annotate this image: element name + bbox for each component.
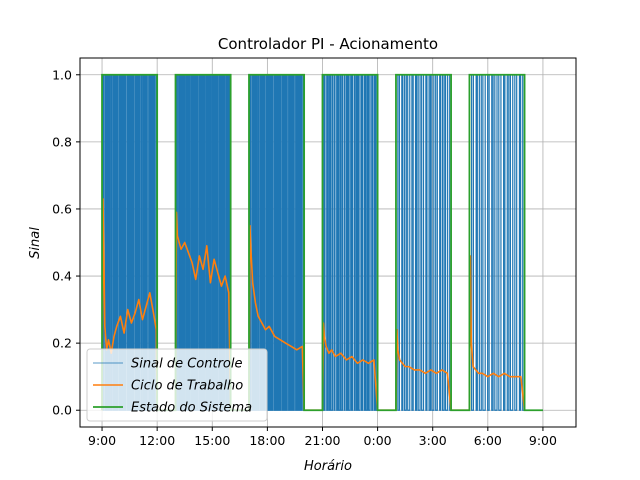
- plot-area: 9:00 12:00 15:00 18:00 21:00 0:00 3:00 6:00 9:00…: [52, 57, 577, 448]
- legend-box: [86, 348, 268, 422]
- y-tick-label: 1.0: [52, 67, 72, 82]
- x-tick-label: 12:00: [139, 433, 175, 448]
- x-tick-label: 0:00: [364, 433, 392, 448]
- x-tick-label: 15:00: [194, 433, 230, 448]
- y-tick-label: 0.2: [52, 336, 72, 351]
- axes-frame: [79, 57, 577, 428]
- legend-entry-label: Sinal de Controle: [131, 357, 242, 372]
- x-tick-label: 9:00: [88, 433, 116, 448]
- y-tick-label: 0.8: [52, 134, 72, 149]
- x-axis-label: Horário: [304, 459, 352, 474]
- x-tick-label: 6:00: [474, 433, 502, 448]
- y-axis-label: Sinal: [28, 227, 43, 259]
- x-tick-label: 18:00: [249, 433, 285, 448]
- x-tick-label: 9:00: [529, 433, 557, 448]
- chart-title: Controlador PI - Acionamento: [218, 35, 438, 53]
- legend: Sinal de Controle Ciclo de Trabalho Estado…: [86, 348, 268, 422]
- x-tick-label: 21:00: [304, 433, 340, 448]
- series-ciclo-de-trabalho: [101, 198, 526, 412]
- y-tick-label: 0.4: [52, 269, 72, 284]
- y-tick-label: 0.6: [52, 201, 72, 216]
- legend-entry-label: Ciclo de Trabalho: [131, 379, 243, 394]
- x-tick-label: 3:00: [419, 433, 447, 448]
- legend-entry-label: Estado do Sistema: [131, 401, 252, 416]
- y-tick-label: 0.0: [52, 403, 72, 418]
